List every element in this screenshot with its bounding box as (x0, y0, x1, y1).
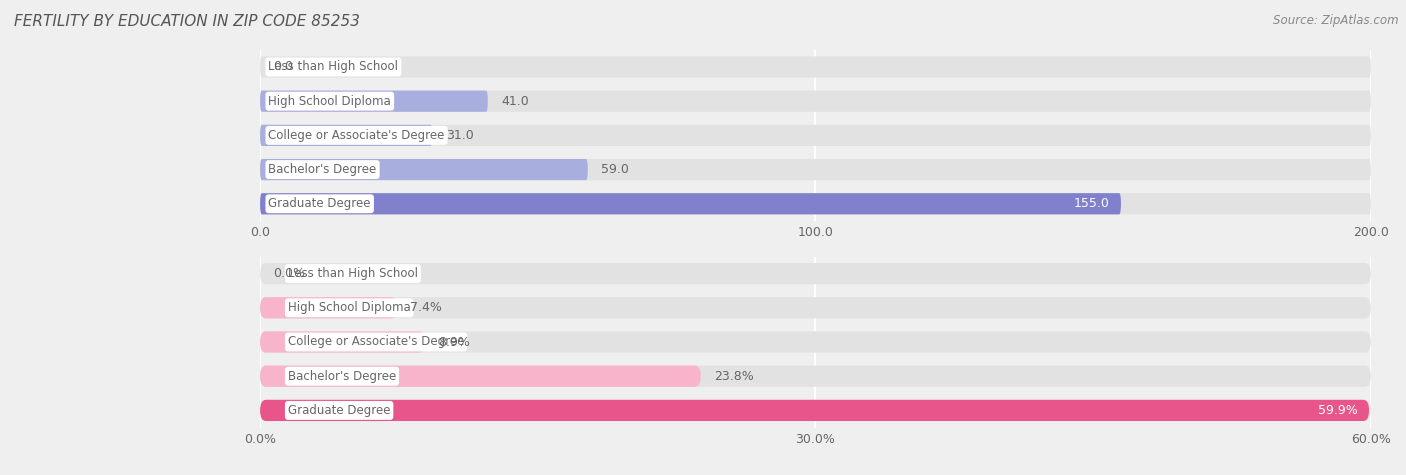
FancyBboxPatch shape (260, 297, 1371, 318)
FancyBboxPatch shape (260, 366, 1371, 387)
Text: High School Diploma: High School Diploma (288, 301, 411, 314)
Text: Source: ZipAtlas.com: Source: ZipAtlas.com (1274, 14, 1399, 27)
Text: 41.0: 41.0 (501, 95, 529, 108)
FancyBboxPatch shape (260, 159, 1371, 180)
Text: 31.0: 31.0 (446, 129, 474, 142)
Text: College or Associate's Degree: College or Associate's Degree (288, 335, 464, 349)
FancyBboxPatch shape (260, 57, 1371, 77)
FancyBboxPatch shape (260, 125, 1371, 146)
FancyBboxPatch shape (260, 193, 1121, 214)
Text: 7.4%: 7.4% (411, 301, 443, 314)
Text: 155.0: 155.0 (1074, 197, 1109, 210)
Text: Bachelor's Degree: Bachelor's Degree (269, 163, 377, 176)
Text: FERTILITY BY EDUCATION IN ZIP CODE 85253: FERTILITY BY EDUCATION IN ZIP CODE 85253 (14, 14, 360, 29)
Text: 0.0%: 0.0% (273, 267, 305, 280)
FancyBboxPatch shape (260, 297, 396, 318)
Text: Graduate Degree: Graduate Degree (269, 197, 371, 210)
Text: 59.0: 59.0 (602, 163, 628, 176)
FancyBboxPatch shape (260, 125, 432, 146)
FancyBboxPatch shape (260, 193, 1371, 214)
Text: Graduate Degree: Graduate Degree (288, 404, 391, 417)
Text: 0.0: 0.0 (273, 60, 294, 74)
FancyBboxPatch shape (260, 91, 1371, 112)
Text: College or Associate's Degree: College or Associate's Degree (269, 129, 444, 142)
Text: 59.9%: 59.9% (1319, 404, 1358, 417)
FancyBboxPatch shape (260, 159, 588, 180)
FancyBboxPatch shape (260, 366, 700, 387)
Text: Less than High School: Less than High School (269, 60, 398, 74)
FancyBboxPatch shape (260, 400, 1369, 421)
FancyBboxPatch shape (260, 332, 1371, 352)
FancyBboxPatch shape (260, 91, 488, 112)
Text: 8.9%: 8.9% (439, 335, 470, 349)
FancyBboxPatch shape (260, 263, 1371, 284)
FancyBboxPatch shape (260, 332, 425, 352)
Text: High School Diploma: High School Diploma (269, 95, 391, 108)
Text: Bachelor's Degree: Bachelor's Degree (288, 370, 396, 383)
FancyBboxPatch shape (260, 400, 1371, 421)
Text: Less than High School: Less than High School (288, 267, 418, 280)
Text: 23.8%: 23.8% (714, 370, 754, 383)
